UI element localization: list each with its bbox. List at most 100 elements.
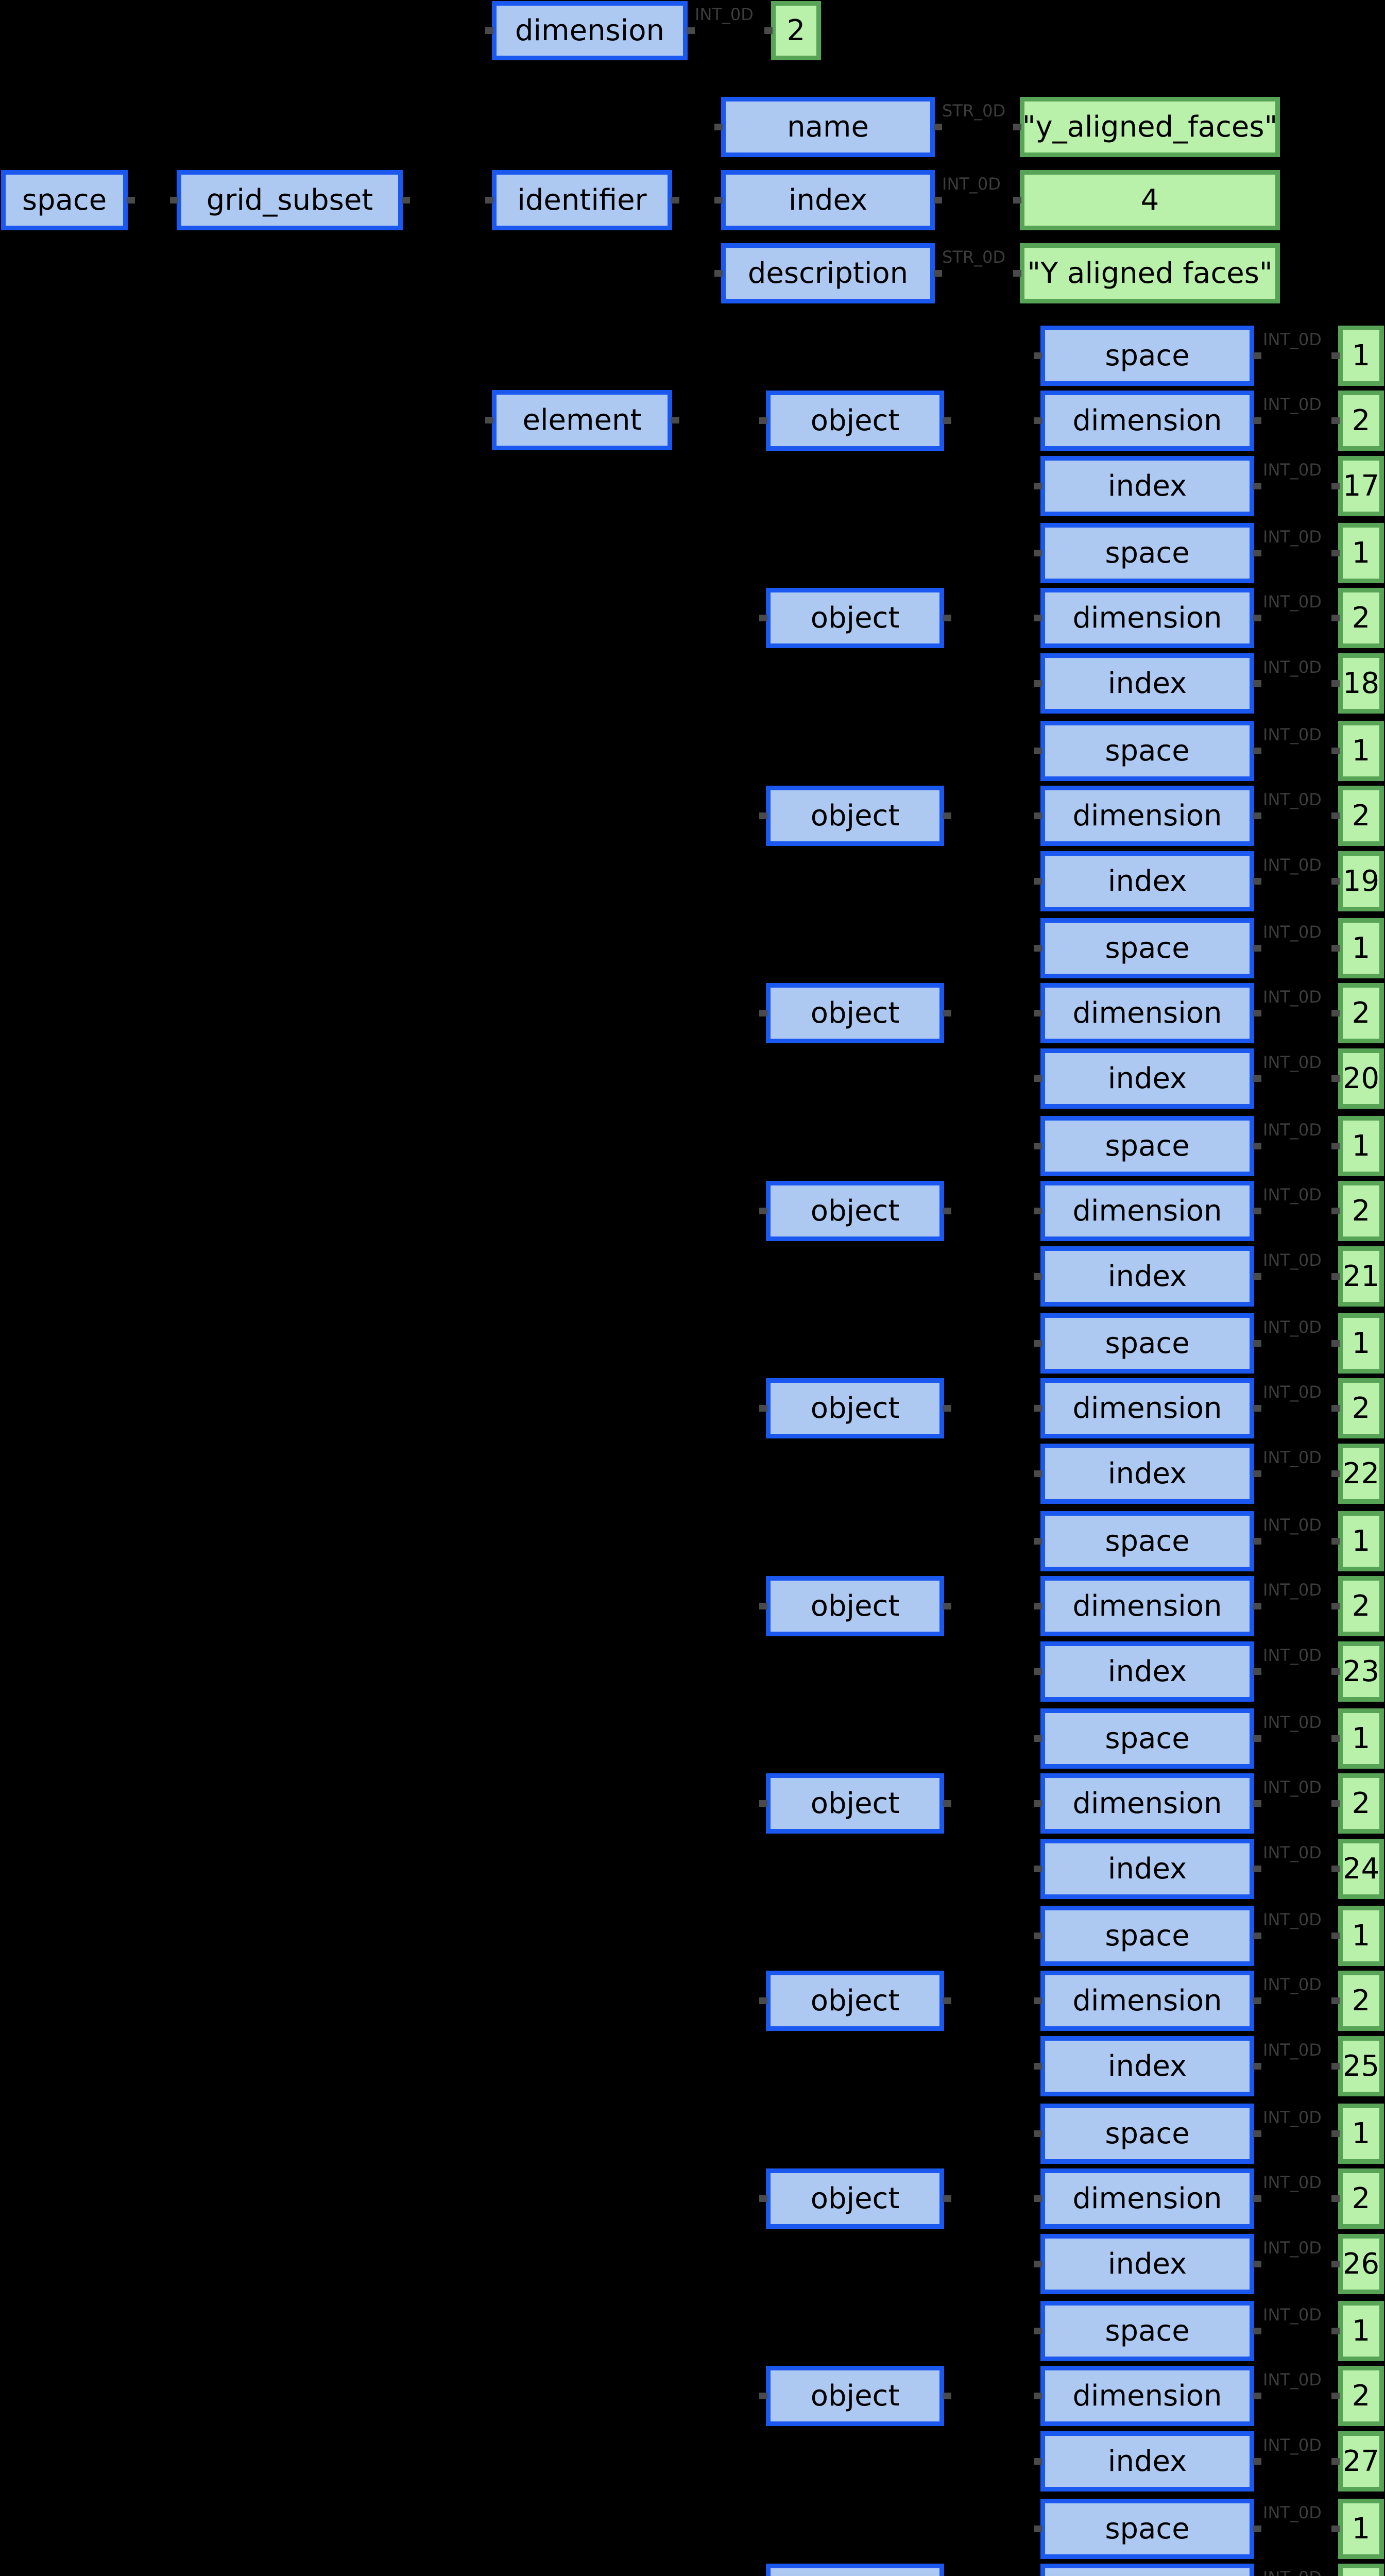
edge-stub xyxy=(1034,1470,1042,1477)
edge-stub xyxy=(1253,2526,1261,2532)
value-object-space: 1 xyxy=(1338,721,1384,781)
edge-stub xyxy=(1253,2328,1261,2334)
edge-stub xyxy=(1034,1273,1042,1280)
node-object: object xyxy=(766,786,944,846)
node-object-space: space xyxy=(1040,2104,1254,2164)
value-object-space: 1 xyxy=(1338,1511,1384,1571)
edge-stub xyxy=(759,2195,767,2202)
edge-stub xyxy=(1253,1010,1261,1016)
edge-type-label: INT_0D xyxy=(1263,922,1322,942)
edge-stub xyxy=(1331,2328,1340,2334)
edge-stub xyxy=(1013,197,1021,204)
value-object-dimension: 2 xyxy=(1338,588,1384,648)
edge-type-label: INT_0D xyxy=(1263,1910,1322,1929)
value-object-space: 1 xyxy=(1338,1116,1384,1176)
edge-stub xyxy=(1034,615,1042,621)
edge-stub xyxy=(759,1603,767,1609)
edge-type-label: INT_0D xyxy=(1263,2108,1322,2127)
edge-stub xyxy=(1253,352,1261,359)
edge-type-label: INT_0D xyxy=(1263,1317,1322,1337)
node-object-space: space xyxy=(1040,1708,1254,1769)
edge-stub xyxy=(714,124,723,130)
edge-stub xyxy=(1034,2261,1042,2267)
edge-stub xyxy=(1253,680,1261,687)
node-identifier-description: description xyxy=(721,243,935,303)
edge-stub xyxy=(485,197,493,204)
edge-type-label: INT_0D xyxy=(1263,1053,1322,1072)
value-object-index: 21 xyxy=(1338,1246,1384,1307)
edge-stub xyxy=(1034,417,1042,424)
edge-type-label: INT_0D xyxy=(1263,1185,1322,1205)
edge-type-label: INT_0D xyxy=(1263,592,1322,612)
edge-stub xyxy=(759,615,767,621)
edge-stub xyxy=(1331,1405,1340,1412)
edge-type-label: INT_0D xyxy=(1263,395,1322,414)
edge-stub xyxy=(1331,1735,1340,1742)
edge-stub xyxy=(1034,1735,1042,1742)
edge-stub xyxy=(1331,1866,1340,1872)
value-object-space: 1 xyxy=(1338,2499,1384,2559)
edge-stub xyxy=(170,197,178,204)
edge-stub xyxy=(1331,352,1340,359)
node-object-dimension: dimension xyxy=(1040,2564,1254,2576)
edge-stub xyxy=(1034,1603,1042,1609)
edge-stub xyxy=(1253,2195,1261,2202)
edge-type-label: INT_0D xyxy=(1263,2370,1322,2389)
edge-type-label: INT_0D xyxy=(1263,2040,1322,2060)
node-object: object xyxy=(766,2366,944,2426)
value-object-dimension: 2 xyxy=(1338,786,1384,846)
value-object-space: 1 xyxy=(1338,1313,1384,1374)
node-object-space: space xyxy=(1040,1511,1254,1571)
value-object-dimension: 2 xyxy=(1338,391,1384,451)
node-object: object xyxy=(766,1773,944,1834)
edge-stub xyxy=(943,1800,951,1807)
node-dimension: dimension xyxy=(492,1,688,60)
edge-type-label: INT_0D xyxy=(1263,1120,1322,1140)
value-identifier-description: "Y aligned faces" xyxy=(1020,243,1280,303)
value-object-index: 23 xyxy=(1338,1641,1384,1702)
edge-stub xyxy=(1331,1340,1340,1347)
edge-stub xyxy=(759,1208,767,1214)
node-object-space: space xyxy=(1040,2301,1254,2361)
edge-stub xyxy=(1331,1800,1340,1807)
edge-stub xyxy=(764,27,773,34)
node-object-space: space xyxy=(1040,326,1254,386)
edge-stub xyxy=(1034,1208,1042,1214)
edge-stub xyxy=(1331,417,1340,424)
edge-type-label: INT_0D xyxy=(942,174,1001,194)
edge-stub xyxy=(1034,1668,1042,1675)
node-object-index: index xyxy=(1040,653,1254,714)
edge-stub xyxy=(1034,878,1042,885)
node-object-index: index xyxy=(1040,2036,1254,2096)
edge-stub xyxy=(934,197,942,204)
edge-stub xyxy=(1253,1208,1261,1214)
node-object: object xyxy=(766,983,944,1043)
edge-stub xyxy=(1253,1405,1261,1412)
edge-type-label: INT_0D xyxy=(1263,2435,1322,2455)
edge-stub xyxy=(485,27,493,34)
node-object-dimension: dimension xyxy=(1040,1576,1254,1636)
edge-stub xyxy=(943,812,951,819)
edge-stub xyxy=(1253,1538,1261,1545)
edge-stub xyxy=(1331,2261,1340,2267)
edge-stub xyxy=(1253,748,1261,754)
edge-type-label: INT_0D xyxy=(695,5,754,24)
edge-stub xyxy=(943,1603,951,1609)
edge-stub xyxy=(1331,1010,1340,1016)
edge-stub xyxy=(1034,1933,1042,1939)
node-object: object xyxy=(766,588,944,648)
edge-stub xyxy=(1331,1075,1340,1082)
node-object-dimension: dimension xyxy=(1040,588,1254,648)
edge-stub xyxy=(1253,1470,1261,1477)
edge-stub xyxy=(1034,812,1042,819)
node-object-space: space xyxy=(1040,523,1254,583)
edge-stub xyxy=(943,417,951,424)
edge-stub xyxy=(1034,2393,1042,2399)
value-object-index: 24 xyxy=(1338,1839,1384,1899)
edge-stub xyxy=(402,197,410,204)
value-object-space: 1 xyxy=(1338,326,1384,386)
edge-stub xyxy=(1013,270,1021,277)
node-object-space: space xyxy=(1040,721,1254,781)
edge-stub xyxy=(671,197,679,204)
value-object-space: 1 xyxy=(1338,1708,1384,1769)
